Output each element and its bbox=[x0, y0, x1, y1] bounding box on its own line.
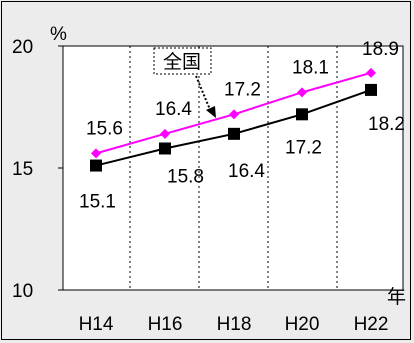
data-point bbox=[159, 142, 171, 155]
x-axis-unit: 年 bbox=[387, 286, 406, 308]
y-tick-label: 10 bbox=[12, 281, 33, 302]
data-point bbox=[228, 127, 240, 140]
y-axis-unit: % bbox=[50, 24, 67, 45]
x-tick-label: H18 bbox=[217, 314, 252, 335]
x-tick-label: H22 bbox=[354, 314, 389, 335]
data-point bbox=[91, 148, 101, 159]
x-tick-label: H14 bbox=[79, 314, 114, 335]
legend-box bbox=[153, 47, 212, 75]
data-point bbox=[365, 83, 377, 96]
y-tick-label: 15 bbox=[12, 159, 33, 180]
data-point bbox=[160, 128, 170, 139]
plot-area bbox=[62, 45, 404, 291]
data-label: 16.4 bbox=[228, 161, 265, 182]
data-label: 15.6 bbox=[86, 118, 123, 139]
data-label: 16.4 bbox=[155, 99, 192, 120]
series-markers bbox=[90, 67, 377, 172]
data-label: 18.1 bbox=[292, 57, 329, 78]
data-label: 15.8 bbox=[167, 166, 204, 187]
data-label: 15.1 bbox=[79, 192, 116, 213]
data-point bbox=[296, 108, 308, 121]
data-point bbox=[90, 159, 102, 172]
y-axis-ticks: 10 15 20 bbox=[12, 37, 63, 302]
legend-arrowhead bbox=[206, 106, 216, 118]
data-label: 17.2 bbox=[285, 137, 322, 158]
data-label: 17.2 bbox=[224, 79, 261, 100]
data-point bbox=[229, 109, 239, 120]
data-label: 18.2 bbox=[368, 114, 405, 135]
y-tick-label: 20 bbox=[12, 37, 33, 58]
data-point bbox=[297, 87, 307, 98]
legend-pointer bbox=[195, 75, 212, 113]
data-label: 18.9 bbox=[362, 39, 399, 60]
x-tick-label: H20 bbox=[285, 314, 320, 335]
x-axis-ticks: H14 H16 H18 H20 H22 bbox=[79, 314, 389, 335]
vertical-gridlines bbox=[129, 46, 338, 290]
legend-label: 全国 bbox=[163, 51, 201, 73]
data-point bbox=[366, 67, 376, 78]
legend-callout: 全国 bbox=[153, 47, 216, 118]
x-tick-label: H16 bbox=[148, 314, 183, 335]
data-labels: 15.6 16.4 17.2 18.1 18.9 15.1 15.8 16.4 17.2 18.2 bbox=[79, 39, 405, 213]
